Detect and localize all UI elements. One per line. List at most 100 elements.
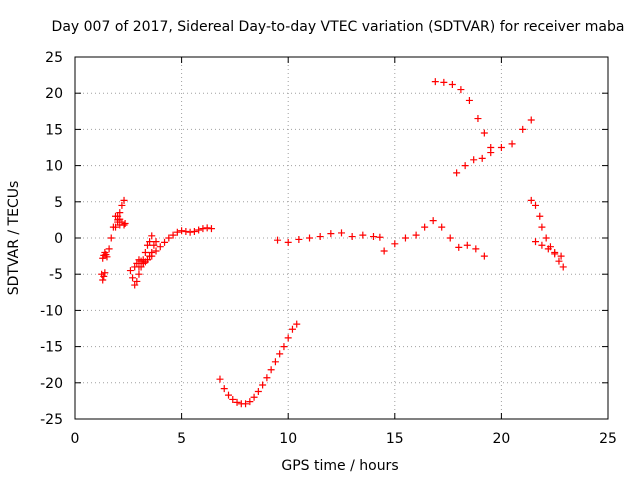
data-point (401, 234, 409, 242)
data-point (538, 241, 546, 249)
data-points (98, 78, 567, 408)
data-point (267, 366, 275, 374)
data-point (288, 325, 296, 333)
data-point (254, 387, 262, 395)
data-series (532, 238, 565, 260)
data-point (412, 231, 420, 239)
data-point (182, 227, 190, 235)
x-axis-label: GPS time / hours (281, 458, 398, 474)
data-point (207, 225, 215, 233)
data-series (112, 196, 128, 231)
x-tick-labels: 0 5 10 15 20 25 (71, 431, 617, 447)
data-point (146, 238, 154, 246)
data-point (100, 272, 108, 280)
data-point (250, 393, 258, 401)
data-point (139, 259, 147, 267)
data-point (143, 256, 151, 264)
x-tick-label: 15 (386, 431, 404, 447)
data-point (161, 238, 169, 246)
y-tick-label: 0 (54, 231, 63, 247)
data-point (271, 358, 279, 366)
data-point (274, 236, 282, 244)
y-tick-label: -15 (40, 340, 63, 356)
y-tick-labels: 25 20 15 10 5 0 -5 -10 -15 -20 -25 (40, 50, 63, 428)
data-point (116, 209, 124, 217)
data-point (121, 220, 129, 228)
data-point (532, 201, 540, 209)
data-point (369, 233, 377, 241)
x-tick-label: 10 (279, 431, 297, 447)
data-point (532, 238, 540, 246)
y-tick-label: 10 (45, 159, 63, 175)
data-point (99, 276, 107, 284)
data-series (380, 217, 488, 260)
data-point (156, 243, 164, 251)
x-tick-label: 0 (71, 431, 80, 447)
axis-ticks (74, 56, 609, 420)
data-point (555, 257, 563, 265)
data-point (233, 398, 241, 406)
y-tick-label: -10 (40, 303, 63, 319)
data-point (429, 217, 437, 225)
data-point (101, 269, 109, 277)
x-tick-label: 25 (599, 431, 617, 447)
data-point (338, 229, 345, 237)
data-point (165, 234, 173, 242)
data-point (359, 231, 367, 239)
data-point (120, 196, 128, 204)
data-point (242, 400, 250, 408)
data-point (276, 350, 284, 358)
data-point (448, 81, 456, 89)
data-point (186, 228, 194, 236)
data-point (527, 196, 535, 204)
data-series (99, 248, 111, 262)
y-tick-label: 15 (45, 122, 63, 138)
data-point (220, 385, 228, 393)
data-series (453, 116, 535, 177)
data-point (542, 234, 550, 242)
y-tick-label: 25 (45, 50, 63, 66)
data-point (135, 263, 143, 271)
data-point (195, 226, 203, 234)
y-tick-label: -20 (40, 376, 63, 392)
data-point (557, 252, 565, 260)
data-point (327, 230, 335, 238)
data-point (135, 270, 143, 278)
data-point (463, 241, 471, 249)
data-point (348, 233, 356, 241)
data-point (470, 156, 478, 164)
data-series (431, 78, 495, 151)
data-point (527, 116, 535, 124)
data-point (225, 391, 233, 399)
data-point (438, 223, 446, 231)
data-point (457, 86, 465, 94)
data-series (135, 224, 215, 271)
data-point (118, 201, 126, 209)
data-point (306, 234, 314, 242)
data-point (152, 238, 160, 246)
data-point (316, 233, 324, 241)
data-series (216, 320, 301, 408)
data-point (148, 232, 156, 240)
data-series (274, 229, 384, 246)
data-point (508, 140, 516, 148)
data-point (133, 277, 141, 285)
data-point (440, 78, 448, 86)
data-point (150, 241, 158, 249)
y-tick-label: 20 (45, 86, 63, 102)
data-point (148, 252, 156, 260)
data-point (421, 223, 429, 231)
data-point (284, 334, 292, 342)
data-point (280, 343, 288, 351)
data-point (131, 281, 139, 289)
data-point (536, 212, 544, 220)
y-axis-label: SDTVAR / TECUs (6, 181, 22, 296)
data-point (431, 78, 439, 86)
data-point (284, 238, 292, 246)
data-point (203, 224, 211, 232)
data-point (120, 221, 128, 229)
data-point (455, 243, 463, 251)
data-series (114, 212, 129, 229)
x-tick-label: 5 (177, 431, 186, 447)
